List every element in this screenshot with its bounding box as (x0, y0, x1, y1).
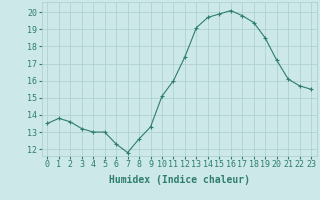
X-axis label: Humidex (Indice chaleur): Humidex (Indice chaleur) (109, 175, 250, 185)
